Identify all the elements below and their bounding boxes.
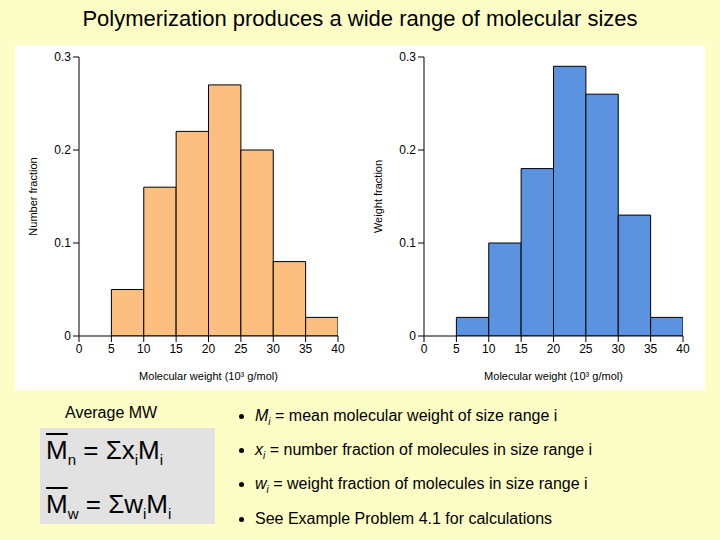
html-text:wi = weight fraction of molecu: wi = weight fraction of molecules in siz… [255,475,588,496]
svg-text:10: 10 [482,342,496,356]
html-text:Mi = mean molecular weight of: Mi = mean molecular weight of size range… [255,407,558,428]
svg-text:40: 40 [676,342,690,356]
svg-text:25: 25 [234,342,248,356]
svg-text:35: 35 [644,342,658,356]
svg-text:0.3: 0.3 [399,50,416,64]
html-text:Mn = Σ xiMi: Mn = Σ xiMi [46,435,164,469]
svg-text:0: 0 [409,329,416,343]
svg-text:0.2: 0.2 [54,143,71,157]
svg-text:0.1: 0.1 [54,236,71,250]
svg-text:15: 15 [169,342,183,356]
html-text:Average MW: Average MW [65,404,158,421]
svg-text:20: 20 [202,342,216,356]
svg-text:Number fraction: Number fraction [27,157,39,235]
svg-text:15: 15 [514,342,528,356]
svg-text:25: 25 [579,342,593,356]
svg-text:0.1: 0.1 [399,236,416,250]
svg-text:0.2: 0.2 [399,143,416,157]
svg-text:35: 35 [299,342,313,356]
svg-text:0.3: 0.3 [54,50,71,64]
svg-text:40: 40 [331,342,345,356]
svg-text:30: 30 [267,342,281,356]
svg-text:5: 5 [108,342,115,356]
svg-text:0: 0 [421,342,428,356]
svg-text:30: 30 [612,342,626,356]
svg-text:Molecular weight (10³ g/mol): Molecular weight (10³ g/mol) [139,370,278,382]
svg-text:10: 10 [137,342,151,356]
html-text:Mw = Σ wiMi: Mw = Σ wiMi [46,489,172,523]
html-text:xi = number fraction of molecu: xi = number fraction of molecules in siz… [255,441,593,462]
html-text:See Example Problem 4.1 for ca: See Example Problem 4.1 for calculations [255,509,552,527]
svg-text:0: 0 [76,342,83,356]
svg-text:20: 20 [547,342,561,356]
svg-text:5: 5 [453,342,460,356]
svg-text:Molecular weight (10³ g/mol): Molecular weight (10³ g/mol) [484,370,623,382]
html-text:Polymerization produces a wide: Polymerization produces a wide range of … [82,6,638,31]
svg-text:Weight fraction: Weight fraction [372,160,384,233]
svg-text:0: 0 [64,329,71,343]
